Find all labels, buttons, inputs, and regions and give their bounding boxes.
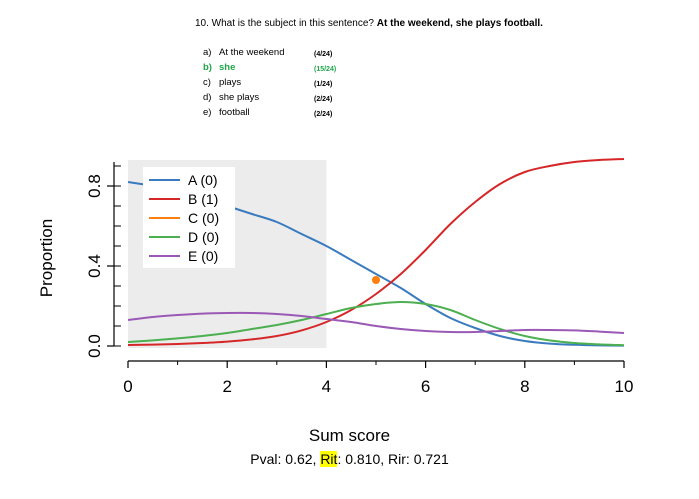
option-text: At the weekend [219, 47, 285, 58]
series-line-3 [127, 300, 625, 347]
axes-layer: 0 2 4 6 8 10 0.0 0.4 0.8 [85, 162, 633, 396]
x-tick-label-0: 0 [123, 377, 132, 396]
x-tick-label-1: 2 [222, 377, 231, 396]
series-point-2 [372, 276, 380, 284]
option-e: e) football (2/24) [203, 106, 336, 121]
option-a: a) At the weekend (4/24) [203, 46, 336, 61]
option-letter: e) [203, 107, 212, 118]
legend-label-0: A (0) [188, 172, 218, 188]
y-axis-label: Proportion [37, 219, 56, 297]
question-prompt: 10. What is the subject in this sentence… [195, 18, 374, 29]
legend: A (0) B (1) C (0) D (0) E (0) [143, 167, 235, 268]
legend-label-3: D (0) [188, 229, 219, 245]
x-axis-label: Sum score [308, 426, 391, 445]
x-tick-label-5: 10 [615, 377, 634, 396]
question-text: 10. What is the subject in this sentence… [195, 18, 543, 29]
series-line-4 [127, 311, 625, 334]
option-text: plays [219, 77, 242, 88]
pval-text: Pval: 0.62, [250, 451, 321, 467]
series-line-1 [127, 158, 625, 346]
legend-label-2: C (0) [188, 210, 219, 226]
x-tick-label-3: 6 [421, 377, 430, 396]
option-text: she [219, 62, 236, 73]
option-c: c) plays (1/24) [203, 76, 336, 91]
answer-options: a) At the weekend (4/24) b) she (15/24) … [203, 46, 336, 121]
option-count: (2/24) [314, 96, 333, 103]
y-tick-label-2: 0.8 [85, 174, 104, 198]
question-sentence: At the weekend, she plays football. [376, 18, 543, 29]
option-count: (2/24) [314, 111, 333, 118]
option-count: (1/24) [314, 81, 333, 88]
y-tick-label-1: 0.4 [85, 254, 104, 278]
option-letter: d) [203, 92, 212, 103]
option-letter: b) [203, 62, 212, 73]
option-text: football [219, 107, 250, 118]
legend-label-1: B (1) [188, 191, 218, 207]
option-text: she plays [219, 92, 260, 103]
rit-rir-text: : 0.810, Rir: 0.721 [337, 451, 449, 467]
y-tick-label-0: 0.0 [85, 334, 104, 358]
rit-highlight: Rit [320, 451, 338, 467]
x-tick-label-2: 4 [322, 377, 331, 396]
legend-label-4: E (0) [188, 248, 218, 264]
option-count: (4/24) [314, 51, 333, 58]
option-letter: a) [203, 47, 212, 58]
option-b-correct: b) she (15/24) [203, 61, 336, 76]
option-d: d) she plays (2/24) [203, 91, 336, 106]
option-count: (15/24) [314, 66, 337, 73]
option-letter: c) [203, 77, 211, 88]
trace-line-chart: 0 2 4 6 8 10 0.0 0.4 0.8 A (0) B (1) C (0) D (0) E (… [37, 158, 633, 396]
item-statistics: Pval: 0.62, Rit: 0.810, Rir: 0.721 [0, 451, 699, 467]
x-tick-label-4: 8 [520, 377, 529, 396]
